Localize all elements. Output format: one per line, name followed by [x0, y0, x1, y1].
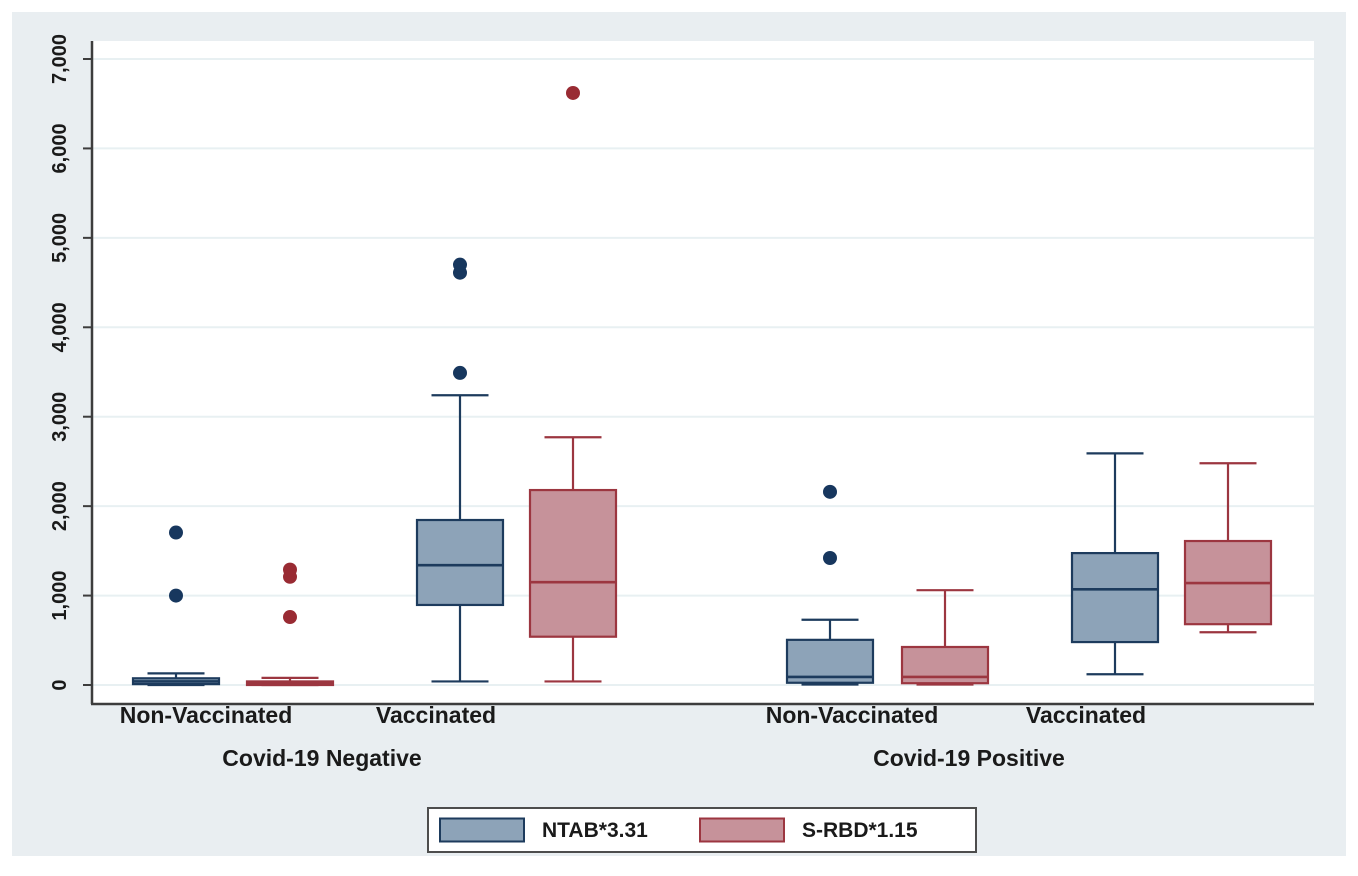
box-group-4 — [528, 85, 618, 683]
box-group-5 — [785, 484, 875, 686]
legend: NTAB*3.31 S-RBD*1.15 — [427, 807, 977, 853]
y-tick-label: 6,000 — [49, 123, 71, 173]
legend-label: S-RBD*1.15 — [802, 819, 918, 842]
iqr-box — [415, 518, 505, 607]
y-tick-label: 3,000 — [49, 392, 71, 442]
y-tick-label: 2,000 — [49, 481, 71, 531]
y-tick-label: 7,000 — [49, 34, 71, 84]
outlier-dot — [169, 588, 183, 603]
legend-label: NTAB*3.31 — [542, 819, 648, 842]
iqr-box — [1070, 551, 1160, 644]
box-group-8 — [1183, 462, 1273, 634]
category-label: Non-Vaccinated — [766, 702, 939, 728]
category-label: Vaccinated — [376, 702, 496, 728]
box-group-2 — [245, 562, 335, 687]
outlier-dot — [169, 525, 183, 540]
outlier-dot — [453, 365, 467, 380]
iqr-box — [528, 488, 618, 638]
outlier-dot — [566, 85, 580, 100]
legend-swatch — [699, 817, 785, 843]
category-label: Non-Vaccinated — [120, 702, 293, 728]
category-label: Vaccinated — [1026, 702, 1146, 728]
y-tick-label: 1,000 — [49, 571, 71, 621]
outlier-dot — [823, 551, 837, 566]
y-tick-label: 4,000 — [49, 302, 71, 352]
iqr-box — [785, 638, 875, 684]
box-group-7 — [1070, 452, 1160, 676]
outlier-dot — [283, 610, 297, 625]
outlier-dot — [283, 562, 297, 577]
box-group-3 — [415, 257, 505, 683]
box-group-6 — [900, 589, 990, 686]
legend-swatch — [439, 817, 525, 843]
y-tick-label: 5,000 — [49, 213, 71, 263]
group-label: Covid-19 Negative — [222, 745, 421, 771]
group-label: Covid-19 Positive — [873, 745, 1065, 771]
y-tick-label: 0 — [49, 679, 71, 690]
outlier-dot — [823, 484, 837, 499]
box-group-1 — [131, 525, 221, 687]
outlier-dot — [453, 257, 467, 272]
